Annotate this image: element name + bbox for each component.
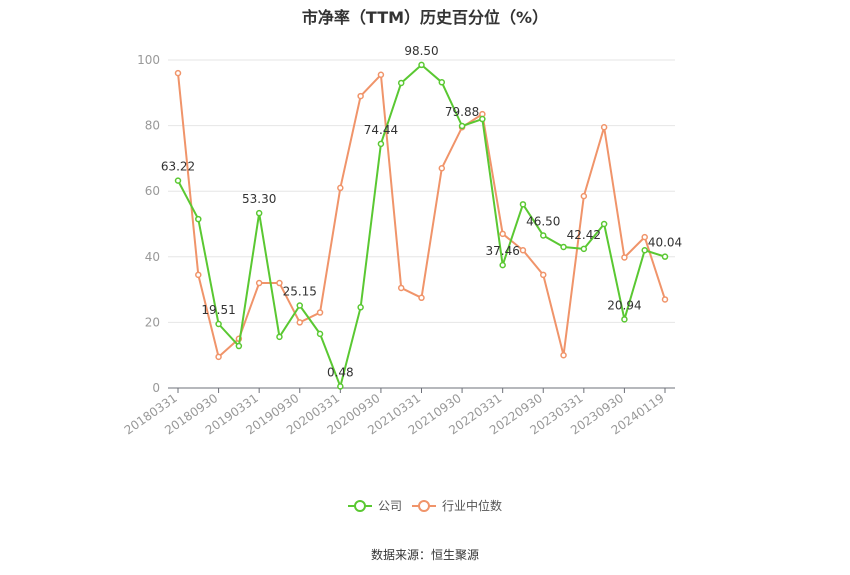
y-tick-label: 0 [152, 381, 160, 395]
data-label-company: 37.46 [485, 244, 519, 258]
data-point-industry-median[interactable] [215, 353, 222, 361]
series-line-company [177, 63, 666, 388]
legend-label-company: 公司 [378, 499, 402, 513]
data-point-industry-median[interactable] [418, 294, 425, 302]
data-label-company: 42.42 [567, 228, 601, 242]
data-point-industry-median[interactable] [195, 271, 202, 279]
y-tick-label: 20 [145, 315, 160, 329]
data-point-industry-median[interactable] [357, 92, 364, 100]
data-point-company[interactable] [418, 61, 425, 69]
data-label-company: 74.44 [364, 123, 398, 137]
data-point-company[interactable] [438, 79, 446, 86]
data-point-company[interactable] [499, 261, 506, 269]
data-point-company[interactable] [235, 342, 243, 350]
data-label-company: 25.15 [283, 285, 317, 299]
data-point-company[interactable] [661, 253, 669, 260]
data-point-company[interactable] [215, 320, 222, 328]
chart-title: 市净率（TTM）历史百分位（%） [301, 8, 549, 27]
data-point-industry-median[interactable] [560, 351, 567, 359]
y-tick-label: 60 [145, 184, 160, 198]
data-point-company[interactable] [519, 201, 527, 208]
data-point-company[interactable] [296, 302, 303, 309]
data-point-industry-median[interactable] [296, 319, 303, 326]
legend-item-company[interactable]: 公司 [348, 499, 402, 513]
grid-lines [168, 59, 675, 323]
data-label-company: 63.22 [161, 160, 195, 174]
data-point-industry-median[interactable] [600, 123, 608, 131]
y-tick-label: 80 [145, 119, 160, 133]
data-point-company[interactable] [641, 246, 648, 254]
data-point-company[interactable] [458, 122, 466, 130]
legend-label-industry-median: 行业中位数 [442, 498, 502, 513]
data-point-industry-median[interactable] [621, 254, 628, 261]
data-label-company: 53.30 [242, 192, 276, 206]
data-point-industry-median[interactable] [316, 309, 324, 316]
data-point-industry-median[interactable] [580, 192, 588, 200]
data-point-industry-median[interactable] [438, 164, 446, 172]
y-tick-label: 100 [137, 53, 160, 67]
data-point-industry-median[interactable] [276, 279, 283, 287]
data-point-company[interactable] [540, 232, 547, 239]
data-point-company[interactable] [195, 215, 202, 223]
data-point-industry-median[interactable] [499, 230, 506, 238]
data-point-industry-median[interactable] [255, 279, 263, 287]
axes: 0204060801002018033120180930201903312019… [122, 53, 675, 437]
data-point-company[interactable] [174, 177, 182, 184]
data-label-company: 0.48 [327, 365, 354, 379]
data-label-company: 98.50 [404, 44, 438, 58]
data-point-company[interactable] [255, 209, 263, 217]
data-label-company: 40.04 [648, 236, 682, 250]
data-point-company[interactable] [621, 316, 628, 323]
data-label-company: 20.94 [607, 298, 641, 312]
legend: 公司 行业中位数 [348, 498, 502, 513]
data-point-industry-median[interactable] [377, 71, 385, 79]
data-point-company[interactable] [316, 330, 324, 338]
data-point-industry-median[interactable] [397, 284, 405, 292]
y-tick-label: 40 [145, 250, 160, 264]
data-point-industry-median[interactable] [661, 296, 669, 303]
data-point-company[interactable] [600, 220, 608, 228]
data-point-company[interactable] [580, 245, 588, 253]
data-point-company[interactable] [276, 333, 283, 341]
data-point-company[interactable] [397, 79, 405, 87]
data-labels: 63.22 19.51 53.30 25.15 0.48 74.44 98.50 79.88 3… [161, 44, 682, 380]
data-point-industry-median[interactable] [337, 184, 344, 192]
data-point-industry-median[interactable] [519, 246, 527, 254]
data-point-company[interactable] [479, 115, 486, 123]
data-point-company[interactable] [560, 243, 567, 251]
legend-item-industry-median[interactable]: 行业中位数 [412, 498, 502, 513]
data-label-company: 19.51 [201, 303, 235, 317]
legend-marker-company [354, 500, 366, 512]
data-point-company[interactable] [357, 304, 364, 311]
data-point-company[interactable] [337, 383, 344, 390]
data-point-industry-median[interactable] [540, 271, 547, 279]
legend-marker-industry-median [418, 500, 430, 512]
source-note: 数据来源：恒生聚源 [370, 548, 479, 562]
data-label-company: 79.88 [445, 105, 479, 119]
series-layer [174, 61, 669, 390]
data-point-company[interactable] [377, 140, 385, 148]
data-point-industry-median[interactable] [174, 69, 182, 77]
series-line-industry-median [177, 73, 666, 358]
data-label-company: 46.50 [526, 214, 560, 228]
data-point-industry-median[interactable] [641, 233, 648, 241]
